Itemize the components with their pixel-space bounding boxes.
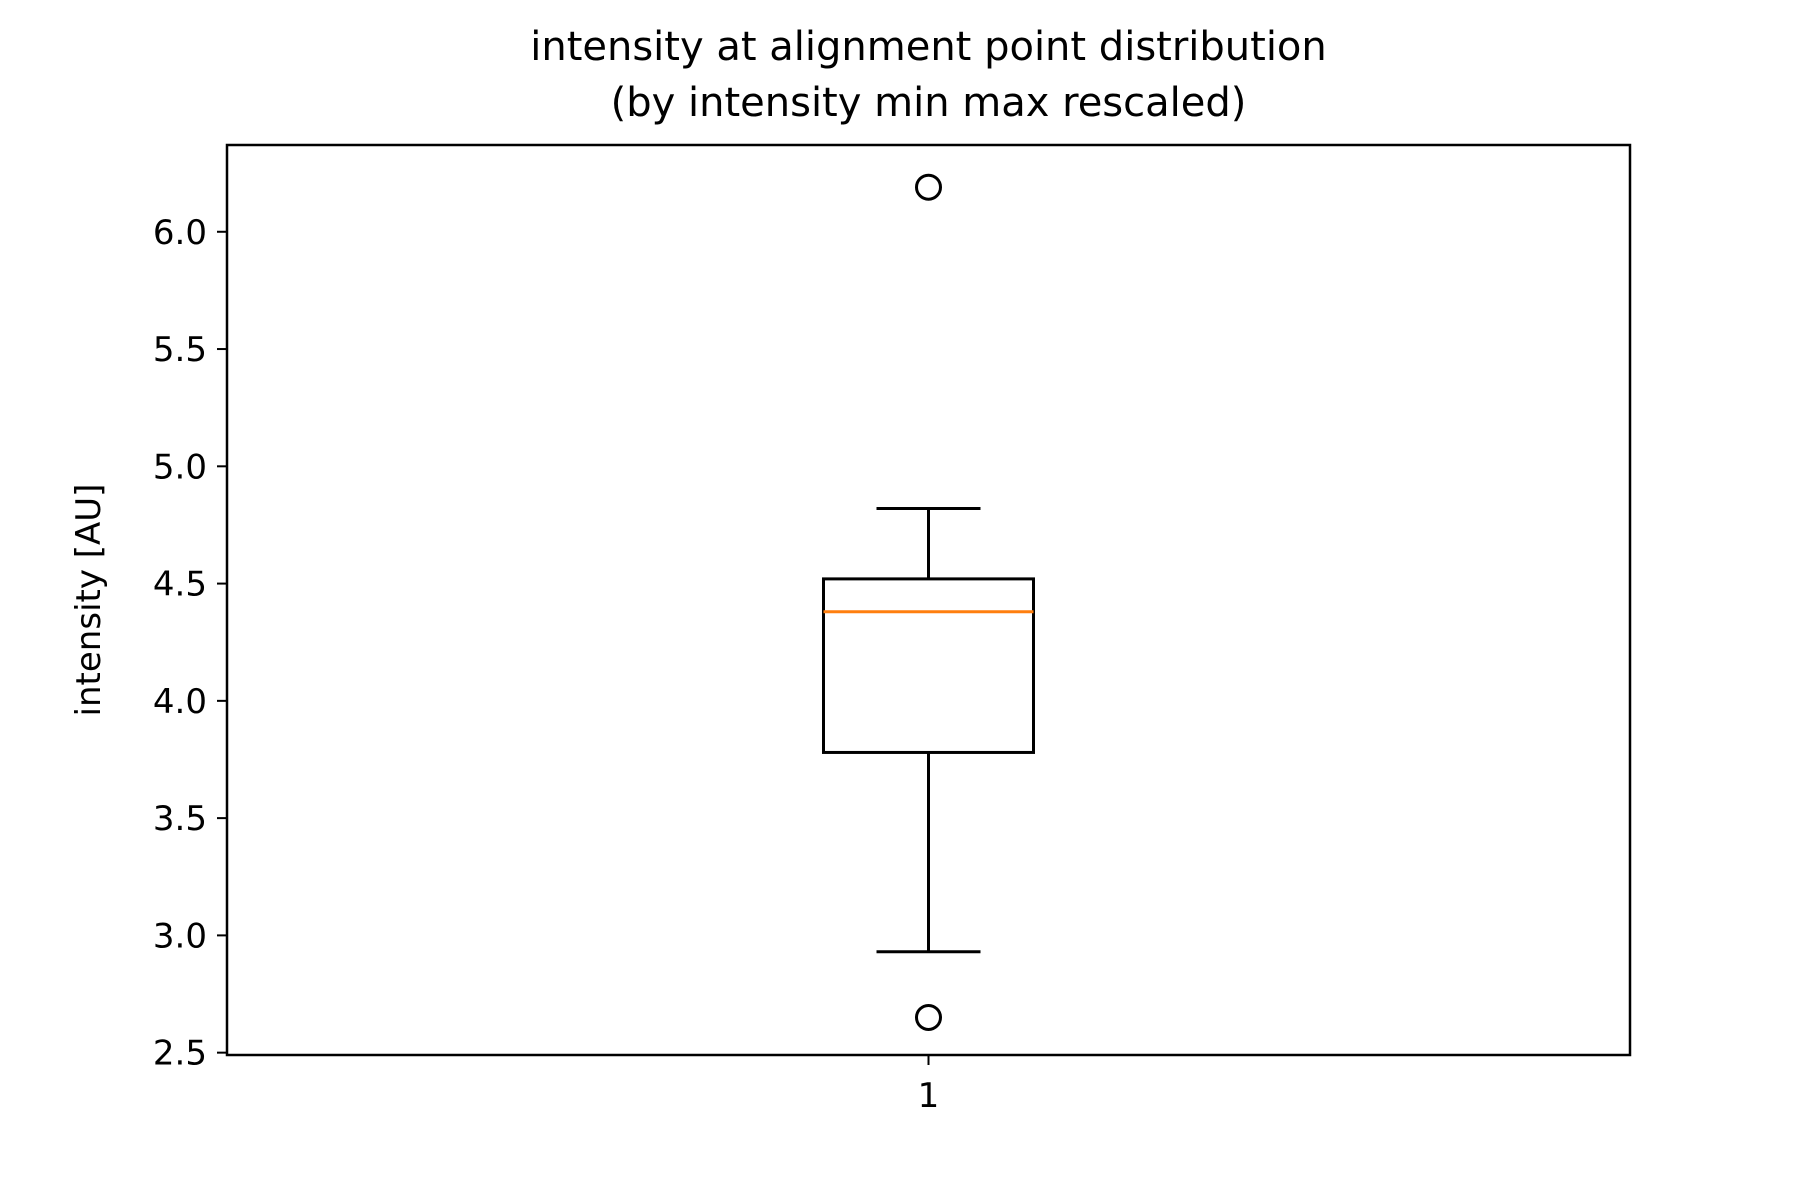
chart-title-line-2: (by intensity min max rescaled) [611,80,1247,126]
y-tick-label: 4.0 [153,682,207,722]
outlier-point [915,1003,942,1031]
chart-title: intensity at alignment point distributio… [530,24,1327,126]
x-tick-label: 1 [918,1076,940,1116]
y-tick-label: 6.0 [153,213,207,253]
y-axis-label: intensity [AU] [69,484,109,717]
box-1 [822,173,1035,1031]
y-axis: 2.5 3.0 3.5 4.0 4.5 5.0 5.5 6.0 [153,213,227,1074]
outlier-point [915,173,942,201]
y-tick-label: 3.0 [153,916,207,956]
y-tick-label: 2.5 [153,1034,207,1074]
x-axis: 1 [918,1055,940,1116]
y-tick-label: 5.5 [153,330,207,370]
chart-title-line-1: intensity at alignment point distributio… [530,24,1327,70]
y-tick-label: 3.5 [153,799,207,839]
y-tick-label: 5.0 [153,447,207,487]
y-tick-label: 4.5 [153,565,207,605]
iqr-box [822,577,1035,754]
plot-area [225,143,1632,1057]
